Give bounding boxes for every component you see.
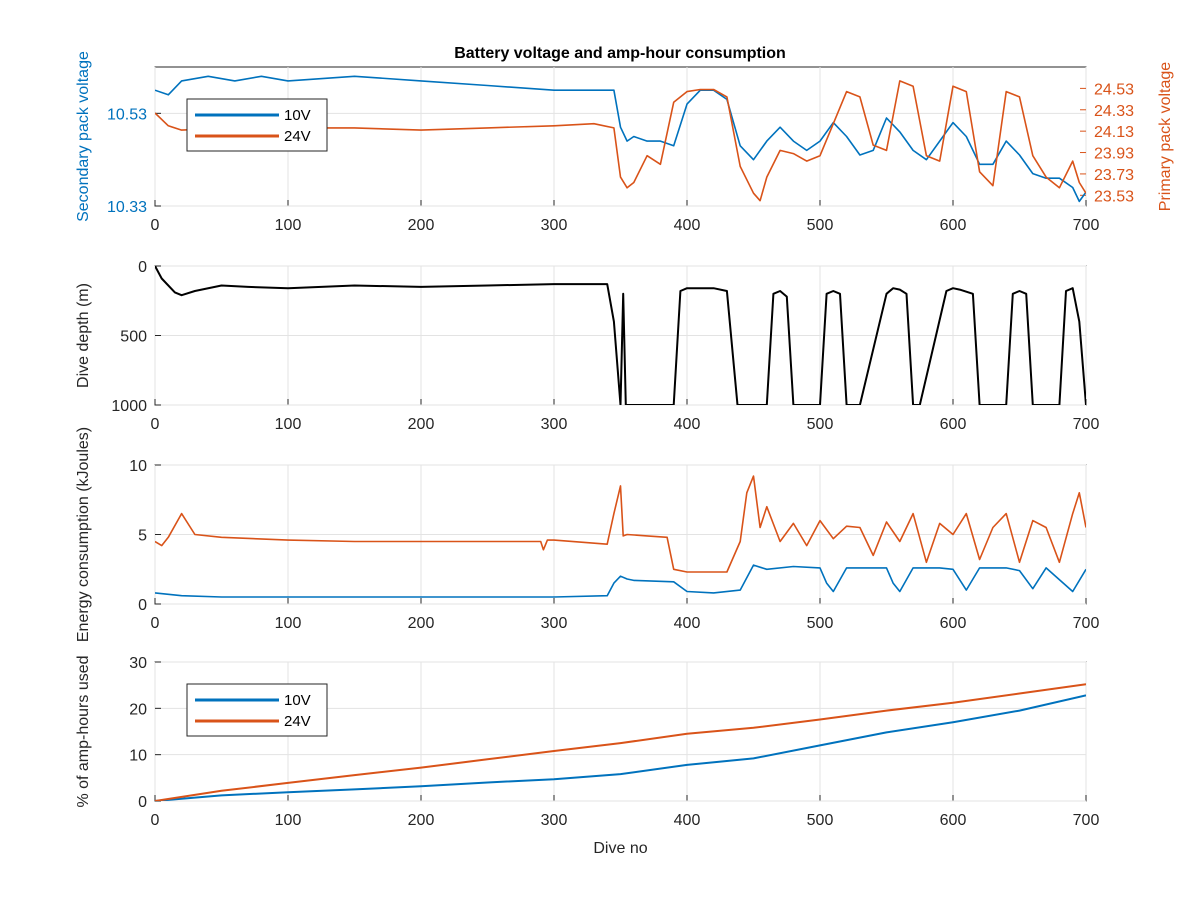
legend-entry-24v: 24V — [284, 128, 311, 145]
x-tick-label: 0 — [151, 812, 160, 829]
panel-4: 0 100 200 300 400 500 600 700 0 10 20 30 % of amp-ho… — [75, 655, 1099, 857]
y-axis-label: Secondary pack voltage — [75, 51, 92, 222]
x-tick-label: 600 — [940, 812, 967, 829]
x-tick-label: 500 — [807, 217, 834, 234]
y-right-ticks: 23.53 23.73 23.93 24.13 24.33 24.53 — [1080, 81, 1134, 205]
y-ticks: 0 5 10 — [129, 458, 1086, 614]
series-group — [155, 475, 1086, 598]
x-tick-label: 300 — [541, 217, 568, 234]
legend-entry-10v: 10V — [284, 107, 311, 124]
x-tick-label: 700 — [1073, 217, 1100, 234]
x-tick-label: 100 — [275, 217, 302, 234]
y-tick-label: 10 — [129, 458, 147, 475]
y-tick-label: 20 — [129, 701, 147, 718]
x-axis-label: Dive no — [593, 840, 647, 857]
x-tick-label: 600 — [940, 217, 967, 234]
x-tick-label: 500 — [807, 416, 834, 433]
x-tick-label: 200 — [408, 615, 435, 632]
x-tick-label: 0 — [151, 217, 160, 234]
x-tick-label: 200 — [408, 217, 435, 234]
x-tick-label: 200 — [408, 416, 435, 433]
x-tick-label: 100 — [275, 812, 302, 829]
y-tick-label: 0 — [138, 597, 147, 614]
series-line-24v — [155, 683, 1086, 801]
y-tick-label: 0 — [138, 259, 147, 276]
y-tick-label: 5 — [138, 528, 147, 545]
series-line-1 — [155, 266, 1086, 405]
x-tick-label: 500 — [807, 812, 834, 829]
x-tick-label: 400 — [674, 812, 701, 829]
x-ticks: 0 100 200 300 400 500 600 700 — [151, 67, 1100, 234]
series-line-24v — [155, 475, 1086, 573]
y-right-tick-label: 24.53 — [1094, 81, 1134, 98]
figure-title: Battery voltage and amp-hour consumption — [454, 45, 786, 62]
series-line-10v — [155, 75, 1086, 203]
panel-2: 0 100 200 300 400 500 600 700 0 500 1000 Dive depth… — [75, 259, 1099, 433]
y-right-tick-label: 23.73 — [1094, 167, 1134, 184]
series-group — [155, 683, 1086, 801]
series-group — [155, 75, 1086, 203]
x-tick-label: 100 — [275, 416, 302, 433]
series-line-10v — [155, 694, 1086, 801]
x-ticks: 0 100 200 300 400 500 600 700 — [151, 465, 1100, 632]
legend-box — [186, 98, 328, 152]
series-line-24v — [155, 80, 1086, 202]
legend-entry-10v: 10V — [284, 692, 311, 709]
y-right-tick-label: 23.53 — [1094, 188, 1134, 205]
series-group — [155, 266, 1086, 405]
x-tick-label: 500 — [807, 615, 834, 632]
y-tick-label: 30 — [129, 655, 147, 672]
y-tick-label: 10.33 — [107, 199, 147, 216]
panel-1: 0 100 200 300 400 500 600 70010.3310.5323.5323.… — [75, 51, 1174, 234]
x-tick-label: 200 — [408, 812, 435, 829]
y-axis-label: Dive depth (m) — [75, 283, 92, 388]
y-tick-label: 500 — [120, 329, 147, 346]
y-right-tick-label: 24.13 — [1094, 124, 1134, 141]
x-tick-label: 300 — [541, 416, 568, 433]
x-tick-label: 400 — [674, 217, 701, 234]
y-axis-label: Energy consumption (kJoules) — [75, 427, 92, 642]
x-tick-label: 0 — [151, 416, 160, 433]
x-tick-label: 700 — [1073, 615, 1100, 632]
y-tick-label: 0 — [138, 794, 147, 811]
y-tick-label: 1000 — [111, 398, 147, 415]
legend-box — [186, 683, 328, 737]
x-tick-label: 0 — [151, 615, 160, 632]
x-tick-label: 400 — [674, 416, 701, 433]
y-right-tick-label: 23.93 — [1094, 146, 1134, 163]
legend-entry-24v: 24V — [284, 713, 311, 730]
panels: 0 100 200 300 400 500 600 70010.3310.5323.5323.… — [75, 51, 1174, 857]
x-tick-label: 700 — [1073, 416, 1100, 433]
series-line-10v — [155, 564, 1086, 598]
y-ticks: 0 10 20 30 — [129, 655, 1086, 811]
y-tick-label: 10 — [129, 748, 147, 765]
y-tick-label: 10.53 — [107, 106, 147, 123]
y-right-axis-label: Primary pack voltage — [1157, 62, 1174, 211]
x-tick-label: 600 — [940, 615, 967, 632]
x-tick-label: 400 — [674, 615, 701, 632]
panel-3: 0 100 200 300 400 500 600 700 0 5 10 Energy consump… — [75, 427, 1099, 642]
y-right-tick-label: 24.33 — [1094, 103, 1134, 120]
x-tick-label: 100 — [275, 615, 302, 632]
x-tick-label: 300 — [541, 615, 568, 632]
x-tick-label: 300 — [541, 812, 568, 829]
x-tick-label: 600 — [940, 416, 967, 433]
x-tick-label: 700 — [1073, 812, 1100, 829]
y-axis-label: % of amp-hours used — [75, 655, 92, 807]
